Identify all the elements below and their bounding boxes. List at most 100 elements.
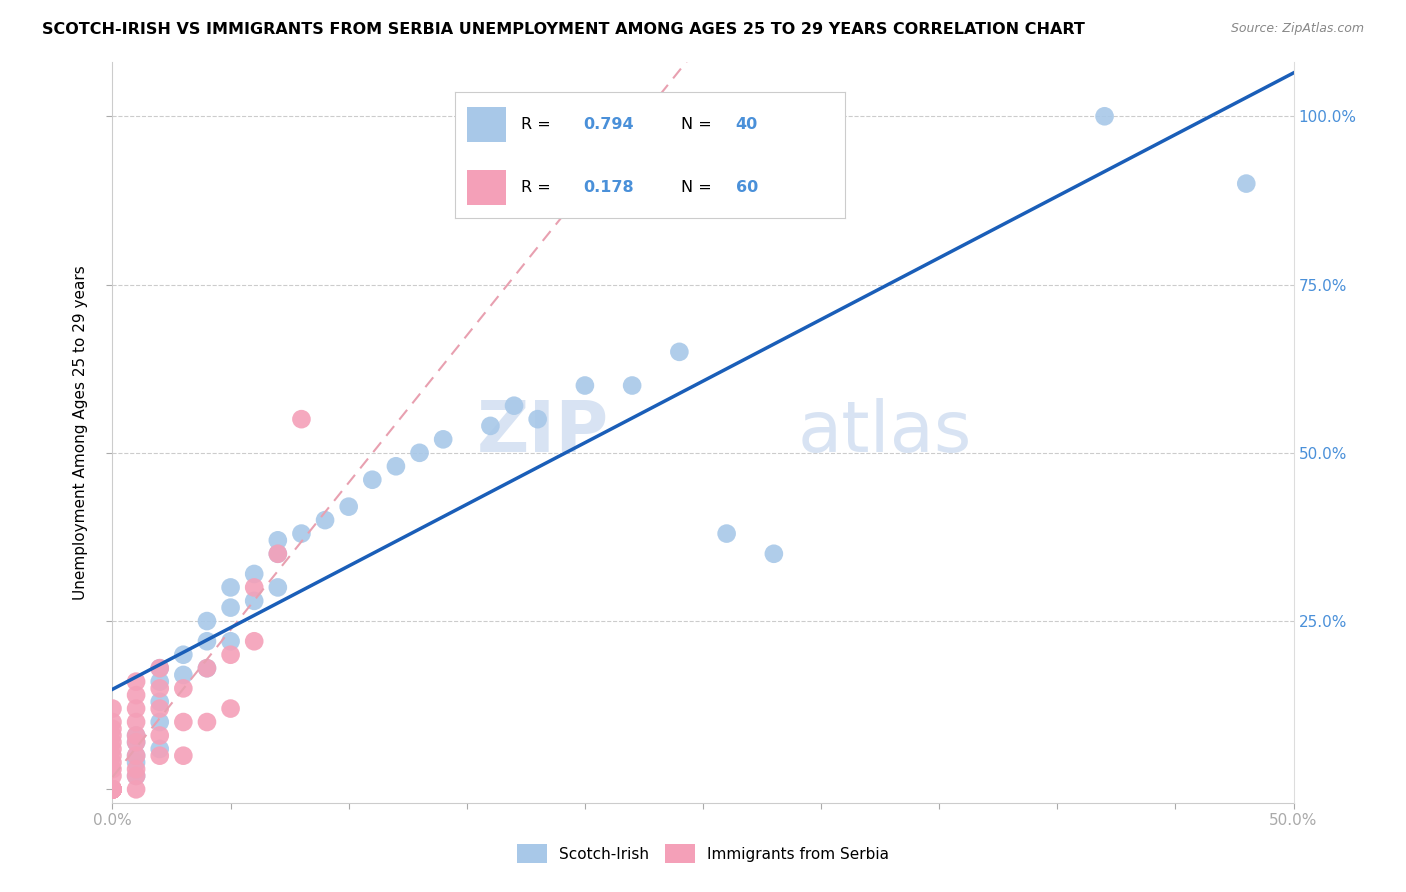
Point: [172, 668, 194, 682]
Point: [149, 701, 172, 715]
Point: [101, 782, 124, 797]
Point: [621, 378, 644, 392]
Point: [172, 714, 194, 729]
Y-axis label: Unemployment Among Ages 25 to 29 years: Unemployment Among Ages 25 to 29 years: [73, 265, 89, 600]
Point: [101, 782, 124, 797]
Point: [219, 701, 242, 715]
Text: ZIP: ZIP: [477, 398, 609, 467]
Point: [290, 526, 312, 541]
Point: [125, 769, 148, 783]
Point: [267, 547, 290, 561]
Point: [101, 782, 124, 797]
Point: [503, 399, 526, 413]
Point: [101, 782, 124, 797]
Point: [267, 533, 290, 548]
Point: [1094, 109, 1116, 123]
Point: [125, 729, 148, 743]
Point: [101, 742, 124, 756]
Point: [149, 742, 172, 756]
Point: [101, 782, 124, 797]
Point: [219, 648, 242, 662]
Point: [101, 782, 124, 797]
Point: [125, 782, 148, 797]
Point: [219, 600, 242, 615]
Point: [526, 412, 548, 426]
Point: [101, 729, 124, 743]
Point: [101, 782, 124, 797]
Point: [101, 782, 124, 797]
Point: [195, 714, 218, 729]
Point: [149, 729, 172, 743]
Point: [574, 378, 596, 392]
Point: [432, 433, 454, 447]
Point: [101, 762, 124, 776]
Point: [125, 762, 148, 776]
Point: [125, 701, 148, 715]
Point: [101, 782, 124, 797]
Point: [267, 547, 290, 561]
Point: [125, 748, 148, 763]
Point: [668, 344, 690, 359]
Point: [219, 581, 242, 595]
Point: [101, 782, 124, 797]
Point: [101, 782, 124, 797]
Point: [101, 782, 124, 797]
Point: [243, 594, 266, 608]
Point: [149, 674, 172, 689]
Point: [149, 695, 172, 709]
Point: [125, 688, 148, 702]
Text: Source: ZipAtlas.com: Source: ZipAtlas.com: [1230, 22, 1364, 36]
Point: [267, 581, 290, 595]
Point: [101, 782, 124, 797]
Point: [195, 661, 218, 675]
Point: [101, 782, 124, 797]
Point: [101, 782, 124, 797]
Point: [290, 412, 312, 426]
Point: [101, 756, 124, 770]
Point: [195, 634, 218, 648]
Point: [172, 648, 194, 662]
Point: [762, 547, 785, 561]
Point: [125, 748, 148, 763]
Point: [101, 782, 124, 797]
Point: [101, 769, 124, 783]
Point: [125, 735, 148, 749]
Point: [101, 782, 124, 797]
Point: [716, 526, 738, 541]
Text: atlas: atlas: [797, 398, 972, 467]
Point: [149, 714, 172, 729]
Point: [101, 782, 124, 797]
Point: [101, 782, 124, 797]
Point: [172, 681, 194, 696]
Text: SCOTCH-IRISH VS IMMIGRANTS FROM SERBIA UNEMPLOYMENT AMONG AGES 25 TO 29 YEARS CO: SCOTCH-IRISH VS IMMIGRANTS FROM SERBIA U…: [42, 22, 1085, 37]
Point: [125, 756, 148, 770]
Point: [149, 681, 172, 696]
Point: [101, 782, 124, 797]
Point: [101, 748, 124, 763]
Point: [337, 500, 360, 514]
Legend: Scotch-Irish, Immigrants from Serbia: Scotch-Irish, Immigrants from Serbia: [510, 838, 896, 869]
Point: [149, 661, 172, 675]
Point: [125, 729, 148, 743]
Point: [243, 566, 266, 581]
Point: [125, 769, 148, 783]
Point: [149, 661, 172, 675]
Point: [125, 735, 148, 749]
Point: [101, 782, 124, 797]
Point: [1234, 177, 1257, 191]
Point: [125, 714, 148, 729]
Point: [408, 446, 430, 460]
Point: [101, 782, 124, 797]
Point: [101, 782, 124, 797]
Point: [479, 418, 502, 433]
Point: [101, 701, 124, 715]
Point: [243, 634, 266, 648]
Point: [195, 661, 218, 675]
Point: [149, 748, 172, 763]
Point: [101, 782, 124, 797]
Point: [195, 614, 218, 628]
Point: [219, 634, 242, 648]
Point: [314, 513, 336, 527]
Point: [101, 722, 124, 736]
Point: [101, 714, 124, 729]
